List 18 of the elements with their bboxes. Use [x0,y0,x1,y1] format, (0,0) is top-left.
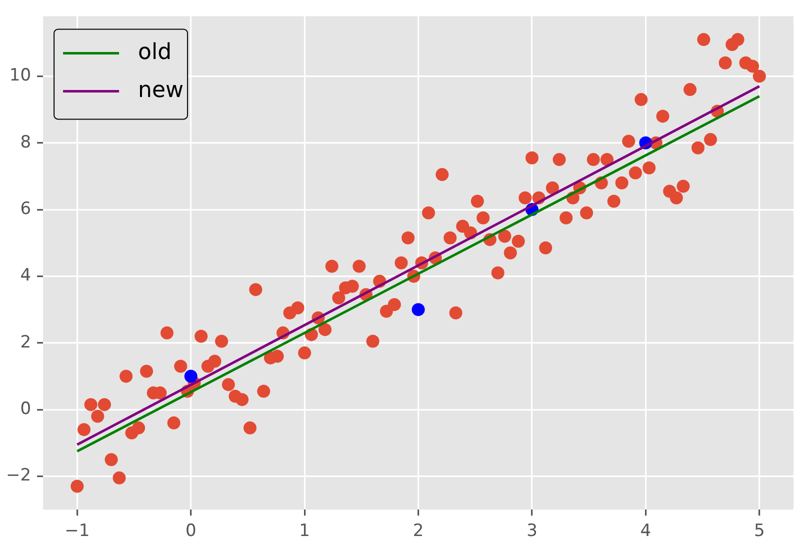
y-tick-label: 4 [20,266,32,286]
x-tick-label: −1 [64,521,90,542]
legend-label: new [138,78,184,103]
x-tick-label: 2 [412,521,424,542]
y-tick-label: 10 [9,66,32,86]
y-tick-label: 0 [20,399,32,420]
x-tick-label: 1 [299,521,310,542]
x-tick-label: 4 [640,521,652,542]
y-tick-label: 2 [20,332,32,352]
point [412,303,425,316]
x-tick-label: 3 [526,521,538,542]
point [184,370,198,383]
y-tick-label: −2 [6,466,32,486]
y-tick-label: 6 [20,198,32,219]
x-tick-label: 0 [185,521,196,542]
legend-label: old [138,40,172,65]
x-tick-label: 5 [754,521,765,542]
y-tick-label: 8 [20,132,32,152]
